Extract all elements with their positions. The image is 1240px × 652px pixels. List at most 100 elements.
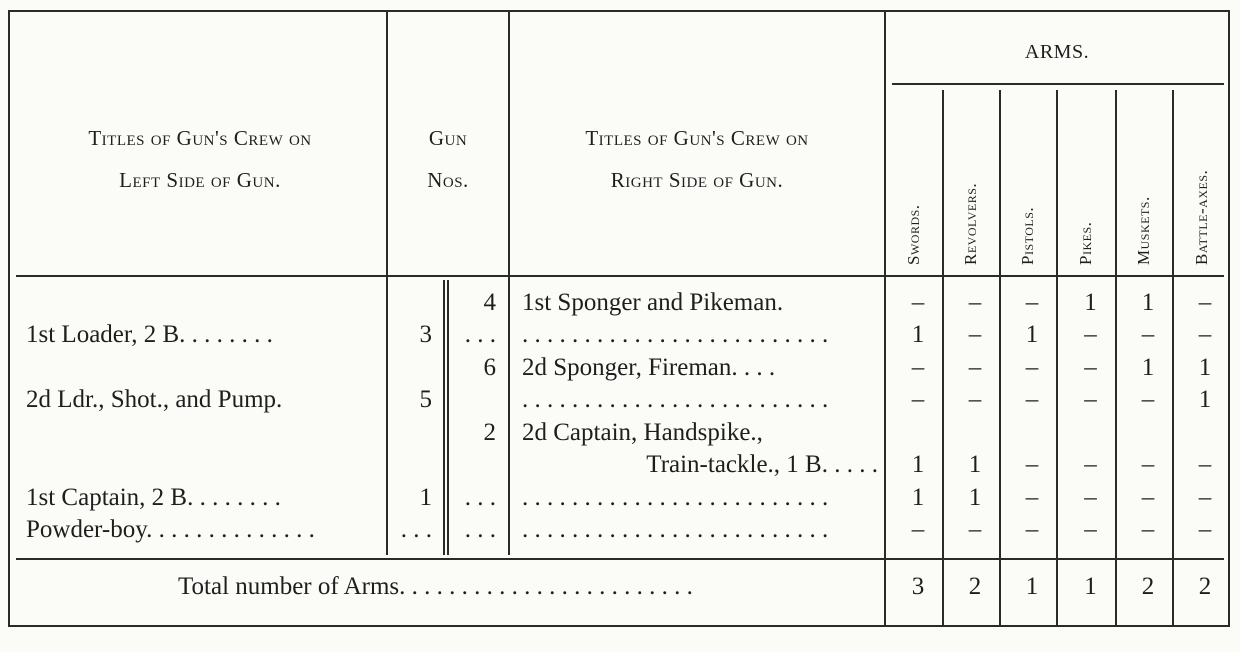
gun-number-right: . . . [464,516,496,543]
arms-count: 1 [1084,289,1097,316]
arms-count: 1 [1025,321,1039,348]
col-divider [999,90,1001,626]
arms-count: – [1198,321,1212,348]
arms-column-header: Pistols. [1018,206,1037,265]
arms-count: – [1025,354,1039,381]
left-crew-title: Powder-boy. . . . . . . . . . . . . . [26,516,315,543]
col-divider [443,280,445,555]
arms-count: 1 [911,321,925,348]
arms-count: – [911,516,925,543]
arms-count: – [1141,451,1155,478]
left-crew-title: 2d Ldr., Shot., and Pump. [26,386,283,413]
arms-column-header: Swords. [904,204,923,265]
col-divider [508,12,510,555]
right-crew-title: 1st Sponger and Pikeman. [522,289,784,316]
arms-count: – [911,289,925,316]
gun-title-line-2: Nos. [427,168,469,192]
arms-total: 2 [1198,573,1212,600]
left-crew-title: 1st Loader, 2 B. . . . . . . . [26,321,273,348]
right-title-line-1: Titles of Gun's Crew on [585,126,809,150]
arms-count: – [1198,289,1212,316]
gun-number-right: . . . [464,321,496,348]
arms-count: – [1141,321,1155,348]
arms-title: ARMS. [1024,41,1090,63]
arms-count: – [1141,386,1155,413]
arms-count: – [1025,516,1039,543]
arms-column-header: Muskets. [1134,196,1153,265]
left-title-line-2: Left Side of Gun. [119,168,281,192]
arms-count: – [968,321,982,348]
arms-count: – [1025,451,1039,478]
arms-rule [892,83,1224,85]
arms-count: – [968,289,982,316]
arms-count: – [1084,386,1097,413]
arms-count: – [1198,451,1212,478]
arms-count: – [1084,354,1097,381]
right-crew-title: 2d Sponger, Fireman. . . . [522,354,776,381]
arms-count: – [1084,321,1097,348]
left-border [8,10,10,627]
arms-total: 2 [968,573,982,600]
arms-count: – [1025,484,1039,511]
arms-count: – [1141,516,1155,543]
arms-count: 1 [968,484,982,511]
arms-count: 1 [1198,354,1212,381]
arms-count: – [1198,516,1212,543]
gun-number-right: 2 [483,419,497,446]
left-crew-title: 1st Captain, 2 B. . . . . . . . [26,484,281,511]
gun-number-left: 1 [419,484,433,511]
gun-title-line-1: Gun [428,126,468,150]
right-crew-title: . . . . . . . . . . . . . . . . . . . . … [522,516,829,543]
arms-count: – [1084,451,1097,478]
arms-count: – [1025,386,1039,413]
right-crew-title: 2d Captain, Handspike., [522,419,763,446]
arms-count: – [911,354,925,381]
gun-number-left: 5 [419,386,433,413]
header-rule [16,275,1224,277]
arms-count: 1 [1141,354,1155,381]
arms-total: 3 [911,573,925,600]
arms-count: – [1084,516,1097,543]
arms-count: – [1025,289,1039,316]
arms-count: – [911,386,925,413]
col-divider [447,280,449,555]
right-crew-title: . . . . . . . . . . . . . . . . . . . . … [522,386,829,413]
total-label: Total number of Arms. . . . . . . . . . … [178,573,693,600]
arms-count: 1 [911,484,925,511]
arms-count: – [1084,484,1097,511]
bottom-border [8,625,1230,627]
gun-number-left: . . . [400,516,432,543]
top-border [8,10,1230,12]
gun-number-right: . . . [464,484,496,511]
arms-count: 1 [1141,289,1155,316]
right-crew-title: Train-tackle., 1 B. . . . . [646,451,878,478]
right-title-line-2: Right Side of Gun. [610,168,784,192]
arms-count: – [1198,484,1212,511]
gun-number-right: 6 [483,354,497,381]
right-border [1228,10,1230,627]
arms-count: – [968,386,982,413]
gun-number-left: 3 [419,321,433,348]
arms-column-header: Battle-axes. [1192,169,1211,265]
right-crew-title: . . . . . . . . . . . . . . . . . . . . … [522,321,829,348]
col-divider [1172,90,1174,626]
right-crew-title: . . . . . . . . . . . . . . . . . . . . … [522,484,829,511]
arms-column-header: Pikes. [1076,221,1095,265]
arms-count: – [968,516,982,543]
arms-total: 2 [1141,573,1155,600]
gun-number-right: 4 [483,289,497,316]
col-divider [1115,90,1117,626]
arms-count: 1 [968,451,982,478]
col-divider [942,90,944,626]
arms-count: – [968,354,982,381]
col-divider [386,12,388,555]
left-title-line-1: Titles of Gun's Crew on [88,126,312,150]
arms-total: 1 [1025,573,1039,600]
col-divider [884,12,886,626]
arms-count: 1 [911,451,925,478]
arms-count: 1 [1198,386,1212,413]
arms-count: – [1141,484,1155,511]
col-divider [1056,90,1058,626]
total-rule [16,558,1224,560]
arms-total: 1 [1084,573,1097,600]
